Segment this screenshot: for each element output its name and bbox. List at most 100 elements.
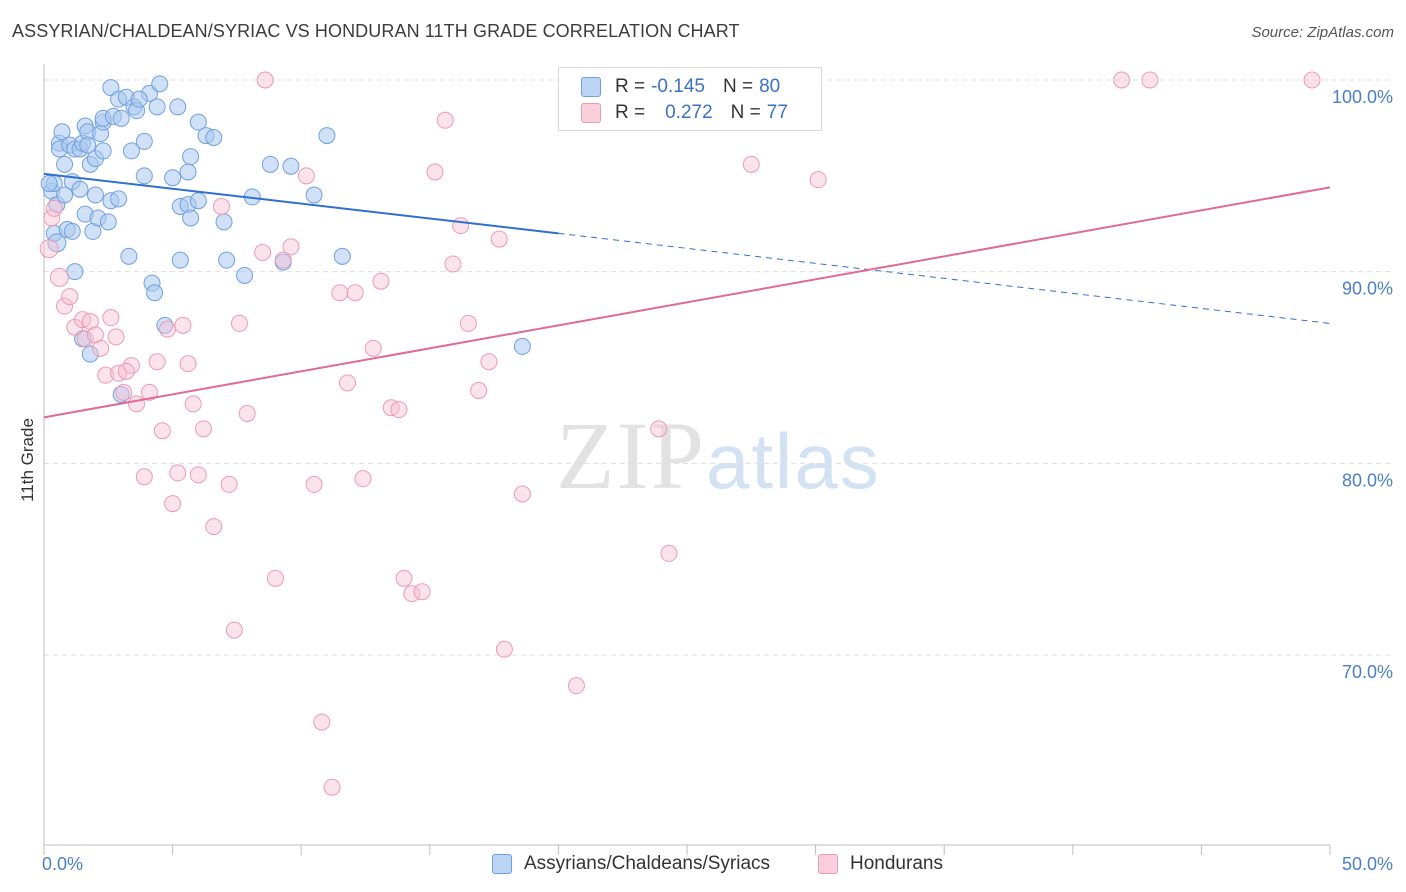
data-points [39,71,1321,796]
honduran-point-2 [45,199,63,217]
legend-swatch-blue [581,77,601,97]
honduran-point-38 [274,251,292,269]
honduran-point-27 [184,395,202,413]
assyrian-point-73 [318,127,336,145]
honduran-point-34 [230,314,248,332]
honduran-point-72 [117,362,135,380]
assyrian-point-63 [189,113,207,131]
honduran-point-13 [102,309,120,327]
honduran-point-48 [364,339,382,357]
assyrian-point-12 [63,222,81,240]
assyrian-point-65 [205,129,223,146]
x-tick-label-max: 50.0% [1342,854,1393,874]
honduran-point-26 [179,355,197,373]
honduran-point-46 [346,284,364,302]
legend-n-label: N = [730,102,761,123]
assyrian-point-77 [130,90,148,108]
honduran-point-10 [86,326,104,344]
honduran-point-41 [305,475,323,493]
assyrian-point-71 [282,157,300,175]
assyrian-point-55 [169,98,187,116]
honduran-point-21 [148,353,166,371]
honduran-point-31 [212,198,230,215]
honduran-point-3 [49,267,69,287]
honduran-point-9 [81,313,99,330]
honduran-point-42 [313,713,331,731]
gridlines [44,79,1392,656]
chart-title: ASSYRIAN/CHALDEAN/SYRIAC VS HONDURAN 11T… [12,21,740,41]
watermark-atlas: atlas [706,417,881,505]
assyrian-point-54 [164,169,182,187]
assyrian-point-30 [94,142,112,160]
series-swatch-pink [818,854,838,874]
y-tick-label: 90.0% [1342,279,1393,299]
assyrian-point-16 [71,180,89,198]
assyrian-point-52 [151,75,169,93]
honduran-point-47 [354,470,372,488]
assyrian-point-60 [182,148,200,166]
y-tick-label: 100.0% [1332,87,1393,107]
honduran-point-65 [567,677,585,695]
watermark-zip: ZIP [556,402,706,509]
honduran-point-1 [43,209,61,227]
assyrian-trend-line [43,172,559,235]
assyrian-point-22 [79,136,97,154]
honduran-point-66 [650,420,668,438]
honduran-point-24 [169,464,187,482]
assyrian-point-43 [122,142,140,160]
assyrian-point-47 [135,167,153,185]
assyrian-point-37 [110,190,128,208]
honduran-point-68 [742,155,760,173]
honduran-point-32 [220,475,238,493]
assyrian-point-7 [56,155,74,173]
honduran-point-11 [92,339,110,357]
honduran-point-64 [513,485,531,503]
tick-labels: 70.0% 80.0% 90.0% 100.0% 0.0% 50.0% [42,87,1393,874]
assyrian-point-72 [305,186,323,204]
honduran-point-22 [153,422,171,440]
honduran-point-18 [128,395,146,413]
honduran-point-70 [809,171,827,189]
honduran-point-55 [426,163,444,181]
honduran-point-39 [282,238,300,256]
honduran-point-16 [115,383,133,401]
honduran-point-71 [256,71,274,89]
assyrian-point-46 [135,132,153,150]
axes [43,64,1331,855]
honduran-point-0 [39,239,59,259]
honduran-point-36 [254,244,272,261]
honduran-point-49 [372,272,390,290]
honduran-point-25 [174,316,192,334]
honduran-point-19 [135,468,153,486]
correlation-legend: R = -0.145 N = 80 R = 0.272 N = 77 [558,67,822,131]
honduran-point-29 [194,420,212,438]
honduran-point-56 [436,111,454,129]
assyrian-point-6 [53,123,71,141]
assyrian-point-50 [146,284,164,302]
honduran-point-63 [495,640,513,658]
legend-row-assyrian: R = -0.145 N = 80 [581,76,780,98]
honduran-point-73 [158,320,176,338]
honduran-point-62 [490,230,508,248]
legend-swatch-pink [581,103,601,123]
assyrian-point-8 [56,186,74,204]
honduran-point-23 [164,495,182,513]
legend-n-value: 77 [766,102,788,123]
y-tick-label: 70.0% [1342,662,1393,682]
series-swatch-blue [492,854,512,874]
honduran-point-33 [225,621,243,639]
series-name: Assyrians/Chaldeans/Syriacs [524,853,771,874]
assyrian-point-78 [40,175,58,192]
assyrian-point-40 [112,109,130,127]
legend-r-value: 0.272 [665,102,713,123]
honduran-point-8 [76,330,94,348]
honduran-point-53 [403,585,421,603]
honduran-point-14 [107,328,125,346]
watermark: ZIPatlas [556,400,881,511]
honduran-point-60 [470,382,488,399]
legend-r-label: R = [615,76,646,97]
legend-r-label: R = [615,102,646,123]
legend-n-value: 80 [759,76,781,97]
honduran-point-59 [459,314,477,332]
